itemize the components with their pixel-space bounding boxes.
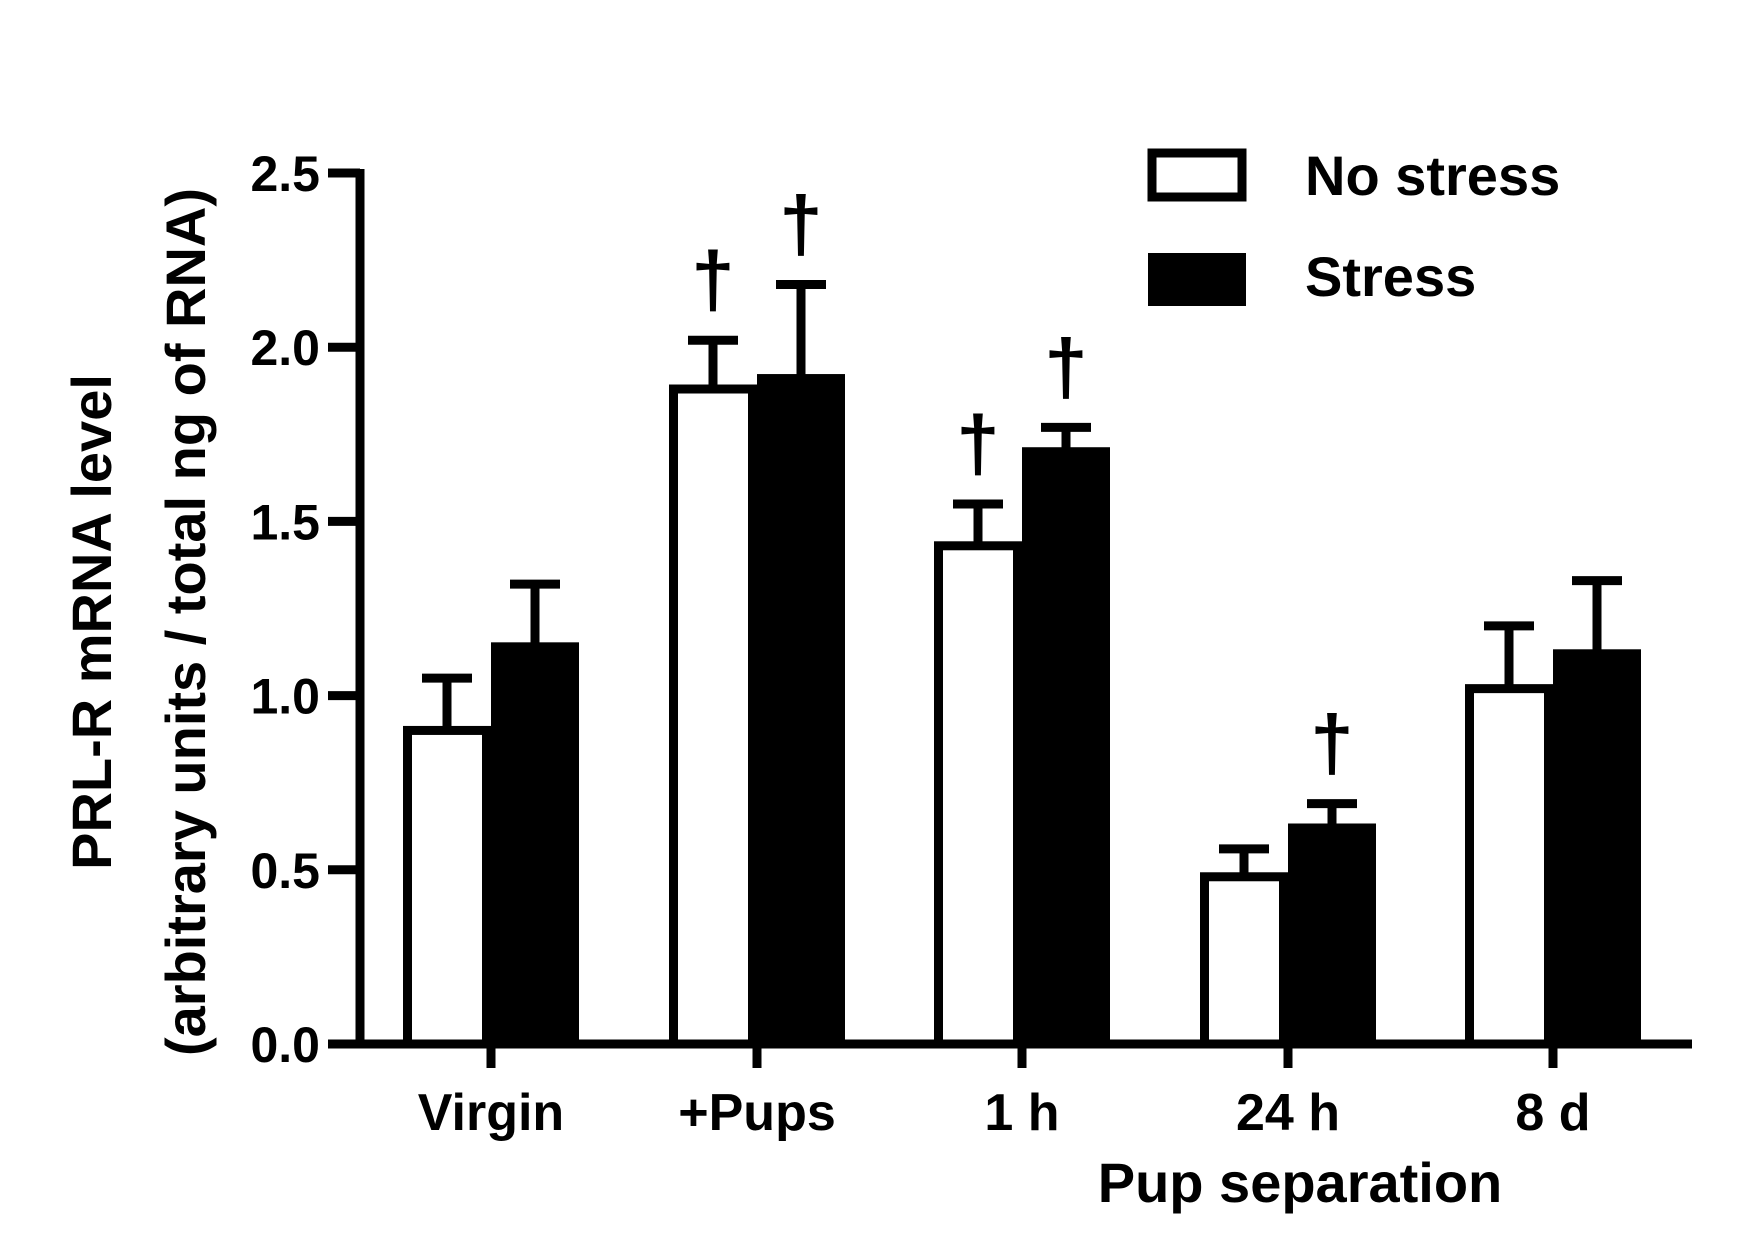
- y-tick-label-3: 1.5: [250, 494, 320, 550]
- legend-label-no-stress: No stress: [1305, 144, 1560, 207]
- legend-swatch-no-stress: [1147, 148, 1247, 202]
- x-category-label-2: 1 h: [984, 1084, 1059, 1142]
- y-tick-label-5: 2.5: [250, 146, 320, 202]
- y-axis-title-line1: PRL-R mRNA level: [60, 374, 123, 870]
- y-axis-title-line2: (arbitrary units / total ng of RNA): [154, 188, 217, 1056]
- y-axis-title: PRL-R mRNA level (arbitrary units / tota…: [60, 188, 217, 1056]
- y-tick-label-2: 1.0: [250, 669, 320, 725]
- x-category-label-4: 8 d: [1515, 1084, 1590, 1142]
- y-tick-label-4: 2.0: [250, 320, 320, 376]
- y-tick-label-1: 0.5: [250, 843, 320, 899]
- x-axis-title: Pup separation: [1098, 1151, 1503, 1214]
- legend-label-stress: Stress: [1305, 245, 1476, 308]
- bar-stress-virgin: [491, 642, 579, 1044]
- x-category-label-1: +Pups: [678, 1084, 836, 1142]
- bar-no-stress-1h: [934, 541, 1022, 1049]
- legend-swatch-stress: [1148, 253, 1246, 306]
- bar-stress-pups: [757, 374, 845, 1044]
- bar-no-stress-8d: [1465, 684, 1553, 1049]
- bar-stress-24h: [1288, 823, 1376, 1044]
- significance-dagger-no-stress-pups: †: [691, 235, 734, 323]
- legend: No stress Stress: [1147, 144, 1560, 308]
- bar-no-stress-pups: [669, 384, 757, 1049]
- axes: 0.0 0.5 1.0 1.5 2.0 2.5 Virgin +Pups 1 h 24 h 8 d: [250, 146, 1692, 1142]
- y-tick-label-0: 0.0: [250, 1017, 320, 1073]
- bar-stress-1h: [1022, 447, 1110, 1045]
- significance-dagger-stress-24h: †: [1310, 699, 1353, 787]
- bar-stress-8d: [1553, 649, 1641, 1044]
- bar-no-stress-virgin: [403, 725, 491, 1049]
- significance-dagger-stress-1h: †: [1044, 322, 1087, 410]
- x-category-label-3: 24 h: [1236, 1084, 1340, 1142]
- significance-dagger-no-stress-1h: †: [956, 399, 999, 487]
- bars: † † † † †: [403, 179, 1641, 1049]
- x-category-label-0: Virgin: [418, 1084, 564, 1142]
- significance-dagger-stress-pups: †: [779, 179, 822, 267]
- bar-no-stress-24h: [1200, 872, 1288, 1049]
